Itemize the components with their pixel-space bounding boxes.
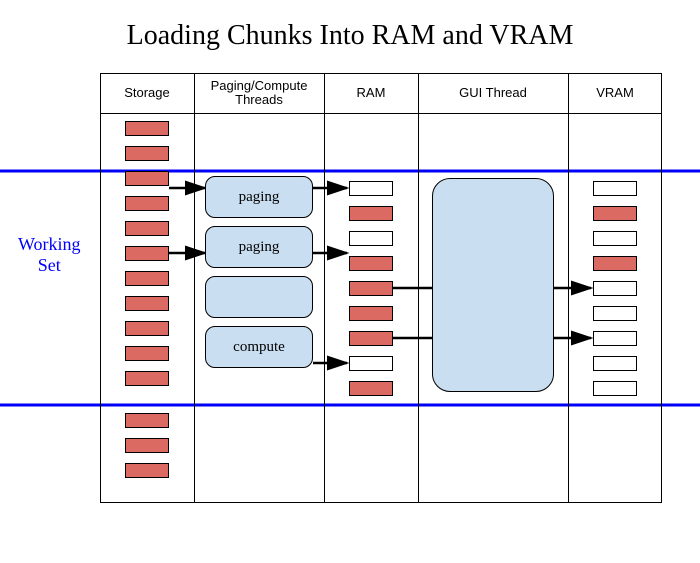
thread-box-2	[205, 276, 313, 318]
storage-chunk	[125, 271, 169, 286]
storage-chunk	[125, 413, 169, 428]
storage-chunk	[125, 371, 169, 386]
storage-chunk	[125, 321, 169, 336]
storage-chunk	[125, 296, 169, 311]
column-header-storage: Storage	[100, 73, 194, 113]
storage-chunk	[125, 121, 169, 136]
ram-chunk	[349, 306, 393, 321]
ram-chunk	[349, 206, 393, 221]
vram-chunk	[593, 356, 637, 371]
column-divider	[418, 73, 419, 503]
header-divider	[100, 113, 662, 114]
vram-chunk	[593, 256, 637, 271]
storage-chunk	[125, 196, 169, 211]
working-set-label: Working Set	[18, 234, 81, 275]
vram-chunk	[593, 381, 637, 396]
column-divider	[324, 73, 325, 503]
vram-chunk	[593, 181, 637, 196]
ram-chunk	[349, 331, 393, 346]
storage-chunk	[125, 221, 169, 236]
column-header-ram: RAM	[324, 73, 418, 113]
ram-chunk	[349, 281, 393, 296]
vram-chunk	[593, 331, 637, 346]
thread-box-0: paging	[205, 176, 313, 218]
thread-box-3: compute	[205, 326, 313, 368]
vram-chunk	[593, 231, 637, 246]
column-divider	[194, 73, 195, 503]
storage-chunk	[125, 438, 169, 453]
column-divider	[568, 73, 569, 503]
ram-chunk	[349, 356, 393, 371]
storage-chunk	[125, 246, 169, 261]
storage-chunk	[125, 463, 169, 478]
storage-chunk	[125, 146, 169, 161]
vram-chunk	[593, 306, 637, 321]
ram-chunk	[349, 381, 393, 396]
page-title: Loading Chunks Into RAM and VRAM	[0, 20, 700, 52]
column-header-vram: VRAM	[568, 73, 662, 113]
ram-chunk	[349, 231, 393, 246]
gui-thread-box	[432, 178, 554, 392]
storage-chunk	[125, 171, 169, 186]
ram-chunk	[349, 256, 393, 271]
column-header-threads: Paging/Compute Threads	[194, 73, 324, 113]
column-header-gui: GUI Thread	[418, 73, 568, 113]
vram-chunk	[593, 281, 637, 296]
thread-box-1: paging	[205, 226, 313, 268]
ram-chunk	[349, 181, 393, 196]
storage-chunk	[125, 346, 169, 361]
vram-chunk	[593, 206, 637, 221]
